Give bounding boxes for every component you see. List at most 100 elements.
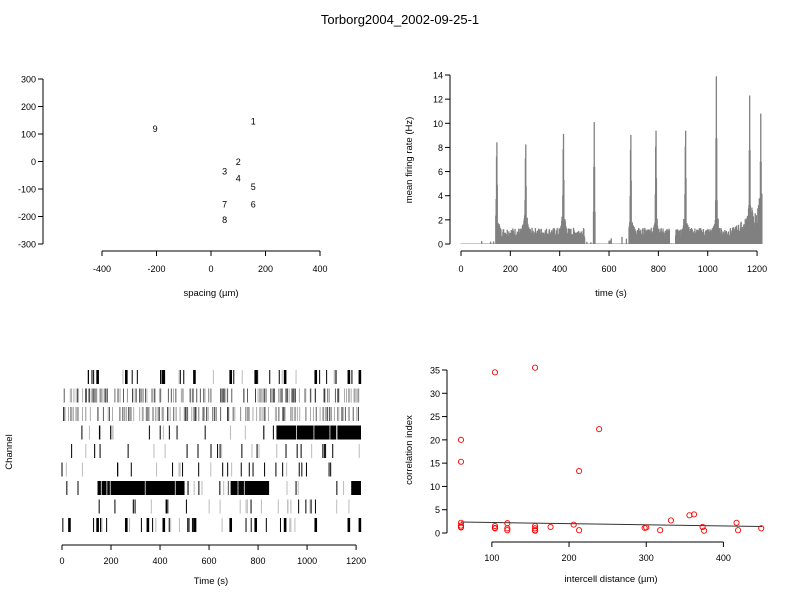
x-tick-label: 0 — [458, 264, 463, 274]
y-tick-label: 0 — [438, 240, 443, 250]
x-tick-label: -200 — [147, 264, 165, 274]
data-point — [691, 511, 698, 518]
x-tick-label: 200 — [503, 264, 518, 274]
data-point — [504, 527, 511, 534]
y-tick-label: -200 — [18, 212, 36, 222]
y-tick-label: -300 — [18, 240, 36, 250]
x-tick-label: 600 — [602, 264, 617, 274]
electrode-label: 4 — [236, 174, 241, 184]
data-point — [491, 525, 499, 532]
x-tick-label: -400 — [93, 264, 111, 274]
raster-burst — [314, 370, 318, 384]
electrode-label: 1 — [251, 116, 256, 126]
y-tick-label: 25 — [430, 412, 440, 422]
y-tick-label: 0 — [31, 157, 36, 167]
x-tick-label: 600 — [202, 556, 217, 566]
raster-burst — [68, 518, 71, 532]
raster-burst — [146, 518, 150, 532]
data-point — [643, 524, 650, 531]
regression-line — [460, 521, 763, 527]
raster-burst — [347, 370, 351, 384]
data-point — [701, 527, 708, 534]
data-point — [457, 458, 465, 465]
correlation-y-label: correlation index — [404, 415, 415, 485]
y-tick-label: -100 — [18, 185, 36, 195]
raster-burst — [314, 518, 318, 532]
y-tick-label: 6 — [438, 167, 443, 177]
y-tick-label: 10 — [430, 482, 440, 492]
y-tick-label: 15 — [430, 459, 440, 469]
x-tick-label: 0 — [59, 556, 64, 566]
y-tick-label: 300 — [21, 75, 36, 85]
electrode-label: 5 — [251, 182, 256, 192]
x-tick-label: 800 — [251, 556, 266, 566]
spike-raster-y-label: Channel — [4, 434, 15, 469]
x-tick-label: 0 — [208, 264, 213, 274]
x-tick-label: 1200 — [747, 264, 767, 274]
y-tick-label: 5 — [435, 505, 440, 515]
data-point — [570, 521, 577, 528]
data-point — [504, 525, 511, 532]
y-tick-label: 0 — [435, 529, 440, 539]
data-point — [491, 522, 499, 530]
y-tick-label: 8 — [438, 143, 443, 153]
firing-rate-x-label: time (s) — [595, 288, 627, 299]
x-tick-label: 1000 — [698, 264, 718, 274]
x-tick-label: 400 — [312, 264, 327, 274]
y-tick-label: 12 — [433, 95, 443, 105]
data-point — [547, 523, 554, 530]
x-tick-label: 200 — [258, 264, 273, 274]
firing-rate-y-label: mean firing rate (Hz) — [404, 117, 415, 204]
raster-burst — [193, 518, 196, 532]
firing-rate-axes: 0 200 400 600 800 1000 1200 0 2 4 6 8 10 12 14 — [433, 71, 767, 275]
electrode-label: 6 — [251, 200, 256, 210]
raster-burst — [125, 518, 128, 532]
data-point — [457, 436, 465, 443]
raster-burst — [283, 518, 287, 532]
raster-burst-block — [276, 425, 361, 440]
data-point — [532, 522, 539, 530]
data-point — [457, 519, 465, 526]
data-point — [532, 527, 539, 534]
raster-burst — [96, 518, 99, 532]
y-tick-label: 2 — [438, 215, 443, 225]
spike-raster-x-label: Time (s) — [194, 576, 228, 587]
x-tick-label: 200 — [562, 553, 577, 563]
firing-rate-panel: 0 200 400 600 800 1000 1200 0 2 4 6 8 10 12 14 time (s… — [404, 71, 767, 300]
electrode-label: 7 — [222, 200, 227, 210]
spike-raster-axes: 0 200 400 600 800 1000 1200 — [59, 544, 366, 566]
correlation-panel: 100 200 300 400 0 5 10 15 20 25 30 35 intercell dis… — [404, 364, 765, 585]
data-point — [667, 517, 674, 524]
data-point — [532, 364, 539, 371]
data-point — [491, 369, 499, 376]
raster-burst — [254, 370, 258, 384]
raster-burst — [283, 370, 287, 384]
spike-raster-rows — [61, 370, 362, 532]
data-point — [457, 524, 465, 531]
raster-burst — [254, 518, 258, 532]
raster-burst — [96, 370, 99, 384]
x-tick-label: 100 — [484, 553, 499, 563]
x-tick-label: 1000 — [297, 556, 317, 566]
raster-burst — [229, 370, 233, 384]
data-point — [596, 426, 603, 433]
raster-burst — [358, 518, 362, 532]
y-tick-label: 200 — [21, 102, 36, 112]
data-point — [735, 527, 742, 534]
x-tick-label: 1200 — [346, 556, 366, 566]
raster-burst — [162, 518, 166, 532]
electrode-label: 9 — [153, 124, 158, 134]
raster-burst — [358, 370, 362, 384]
correlation-points — [457, 364, 765, 534]
raster-burst — [347, 518, 351, 532]
electrode-label: 3 — [222, 167, 227, 177]
electrode-layout-x-label: spacing (µm) — [183, 288, 238, 299]
correlation-x-label: intercell distance (µm) — [564, 574, 657, 585]
spike-raster-panel: 0 200 400 600 800 1000 1200 Time (s) Channel — [4, 370, 366, 587]
raster-burst — [125, 370, 128, 384]
figure-title: Torborg2004_2002-09-25-1 — [321, 12, 479, 27]
x-tick-label: 400 — [153, 556, 168, 566]
raster-burst — [162, 370, 166, 384]
